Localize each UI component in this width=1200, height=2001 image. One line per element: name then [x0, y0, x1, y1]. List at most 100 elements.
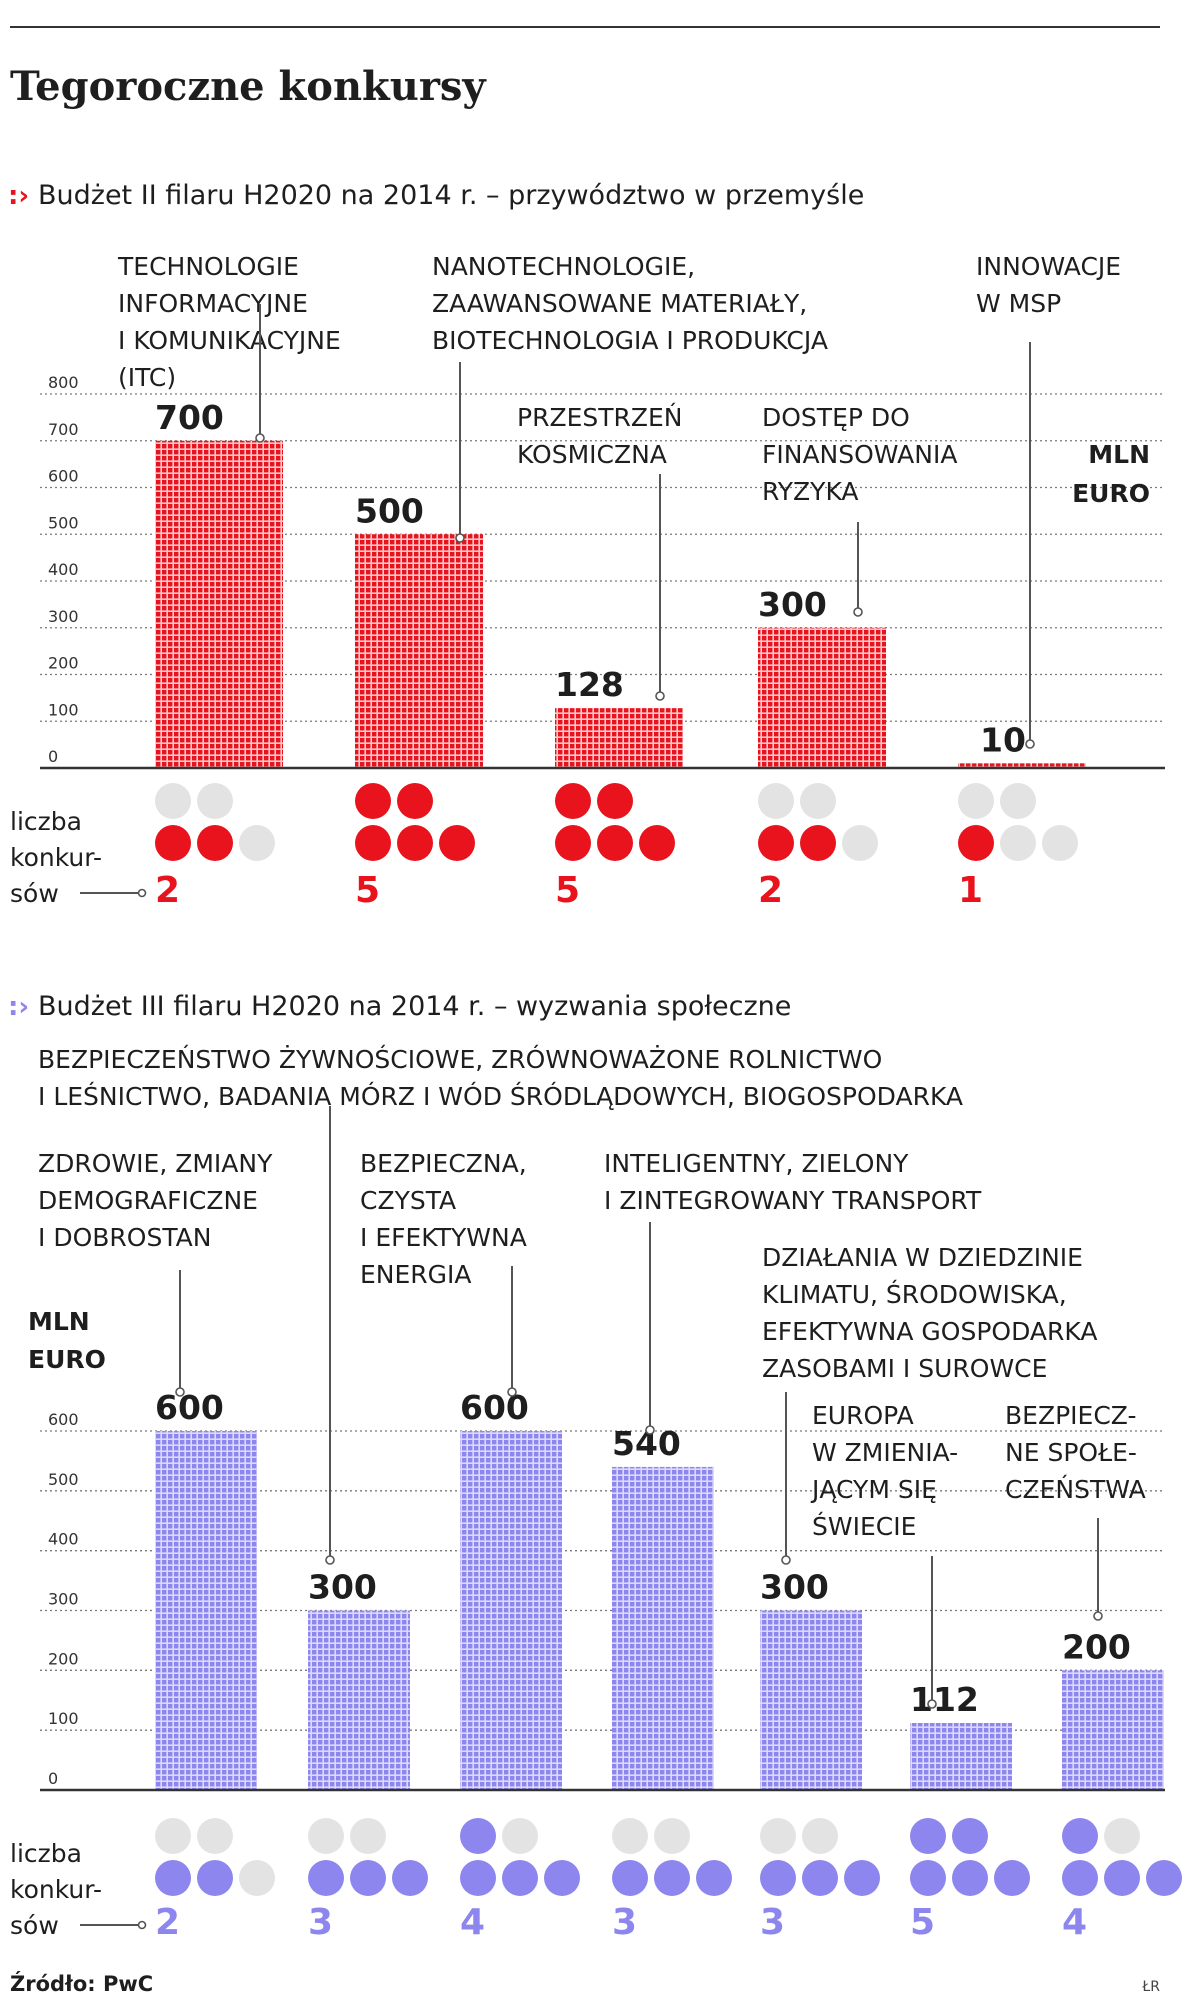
- category-label: ZASOBAMI I SUROWCE: [762, 1354, 1047, 1383]
- contest-dot-filled: [544, 1860, 580, 1896]
- category-label: W ZMIENIA-: [812, 1438, 958, 1467]
- contest-dot-filled: [760, 1860, 796, 1896]
- contest-dot-filled: [460, 1860, 496, 1896]
- contest-axis-label: konkur-: [10, 1875, 102, 1904]
- category-label: BEZPIECZNA,: [360, 1149, 527, 1178]
- contest-axis-label: sów: [10, 1911, 59, 1940]
- contest-count: 3: [612, 1902, 637, 1943]
- contest-dot-filled: [612, 1860, 648, 1896]
- contest-dot-empty: [239, 825, 275, 861]
- y-tick-label: 100: [48, 700, 79, 719]
- contest-dot-empty: [155, 783, 191, 819]
- contest-dot-filled: [1062, 1818, 1098, 1854]
- contest-dot-filled: [308, 1860, 344, 1896]
- category-label: EUROPA: [812, 1401, 914, 1430]
- unit-label: EURO: [28, 1345, 106, 1374]
- contest-dot-filled: [460, 1818, 496, 1854]
- subtitle-marker: :›: [8, 992, 29, 1022]
- contest-dot-filled: [439, 825, 475, 861]
- category-label: PRZESTRZEŃ: [517, 403, 683, 432]
- category-label: JĄCYM SIĘ: [810, 1475, 937, 1504]
- bar: [155, 1431, 257, 1790]
- contest-dot-filled: [952, 1860, 988, 1896]
- leader-dot: [655, 691, 665, 701]
- contest-dot-filled: [800, 825, 836, 861]
- category-label: CZEŃSTWA: [1005, 1475, 1146, 1504]
- category-label: I DOBROSTAN: [38, 1223, 211, 1252]
- y-tick-label: 600: [48, 1410, 79, 1429]
- contest-dot-filled: [355, 825, 391, 861]
- value-label: 600: [460, 1388, 529, 1427]
- contest-dot-filled: [155, 1860, 191, 1896]
- leader-dot: [1025, 739, 1035, 749]
- contest-dot-empty: [654, 1818, 690, 1854]
- contest-dot-filled: [197, 1860, 233, 1896]
- contest-dot-empty: [197, 783, 233, 819]
- contest-dot-filled: [555, 825, 591, 861]
- category-label: BEZPIECZ-: [1005, 1401, 1136, 1430]
- contest-dot-filled: [654, 1860, 690, 1896]
- author-signature: ŁR: [1141, 1979, 1160, 1995]
- subtitle-marker: :›: [8, 181, 29, 211]
- bar: [555, 708, 683, 768]
- contest-dot-filled: [392, 1860, 428, 1896]
- contest-axis-label: konkur-: [10, 843, 102, 872]
- y-tick-label: 100: [48, 1709, 79, 1728]
- value-label: 600: [155, 1388, 224, 1427]
- leader-dot: [255, 433, 265, 443]
- category-label: KOSMICZNA: [517, 440, 667, 469]
- contest-dot-empty: [1104, 1818, 1140, 1854]
- bar: [460, 1431, 562, 1790]
- contest-dot-empty: [308, 1818, 344, 1854]
- contest-count: 3: [308, 1902, 333, 1943]
- chart-subtitle: Budżet II filaru H2020 na 2014 r. – przy…: [38, 180, 864, 211]
- y-tick-label: 700: [48, 420, 79, 439]
- contest-dot-empty: [155, 1818, 191, 1854]
- contest-dot-filled: [397, 825, 433, 861]
- category-label: KLIMATU, ŚRODOWISKA,: [762, 1279, 1067, 1309]
- value-label: 10: [980, 720, 1026, 759]
- category-label: FINANSOWANIA: [762, 440, 957, 469]
- contest-dot-empty: [802, 1818, 838, 1854]
- contest-dot-filled: [1146, 1860, 1182, 1896]
- contest-dot-filled: [355, 783, 391, 819]
- bar: [758, 627, 886, 768]
- contest-dot-filled: [155, 825, 191, 861]
- contest-dot-empty: [197, 1818, 233, 1854]
- contest-dot-filled: [958, 825, 994, 861]
- category-label: INNOWACJE: [976, 252, 1121, 281]
- category-label: BIOTECHNOLOGIA I PRODUKCJA: [432, 326, 828, 355]
- value-label: 300: [760, 1568, 829, 1607]
- contest-pointer-dot: [137, 1920, 147, 1930]
- value-label: 500: [355, 491, 424, 530]
- leader-dot: [927, 1699, 937, 1709]
- leader-dot: [1093, 1611, 1103, 1621]
- contest-count: 2: [155, 1902, 180, 1943]
- leader-dot: [507, 1387, 517, 1397]
- contest-dot-filled: [758, 825, 794, 861]
- leader-dot: [781, 1555, 791, 1565]
- contest-count: 2: [758, 870, 783, 911]
- contest-dot-filled: [597, 783, 633, 819]
- contest-dot-empty: [502, 1818, 538, 1854]
- contest-dot-filled: [952, 1818, 988, 1854]
- bar: [155, 440, 283, 768]
- contest-dot-empty: [800, 783, 836, 819]
- category-label: ZAAWANSOWANE MATERIAŁY,: [432, 289, 807, 318]
- bar: [760, 1610, 862, 1790]
- bar: [612, 1466, 714, 1790]
- unit-label: EURO: [1072, 479, 1150, 508]
- category-label: I KOMUNIKACYJNE: [118, 326, 341, 355]
- contest-count: 4: [1062, 1902, 1087, 1943]
- leader-dot: [325, 1555, 335, 1565]
- value-label: 300: [308, 1568, 377, 1607]
- category-label: I ZINTEGROWANY TRANSPORT: [604, 1186, 982, 1215]
- y-tick-label: 500: [48, 513, 79, 532]
- y-tick-label: 300: [48, 607, 79, 626]
- contest-dot-empty: [350, 1818, 386, 1854]
- contest-dot-empty: [760, 1818, 796, 1854]
- contest-count: 5: [555, 870, 580, 911]
- contest-dot-filled: [350, 1860, 386, 1896]
- leader-dot: [645, 1425, 655, 1435]
